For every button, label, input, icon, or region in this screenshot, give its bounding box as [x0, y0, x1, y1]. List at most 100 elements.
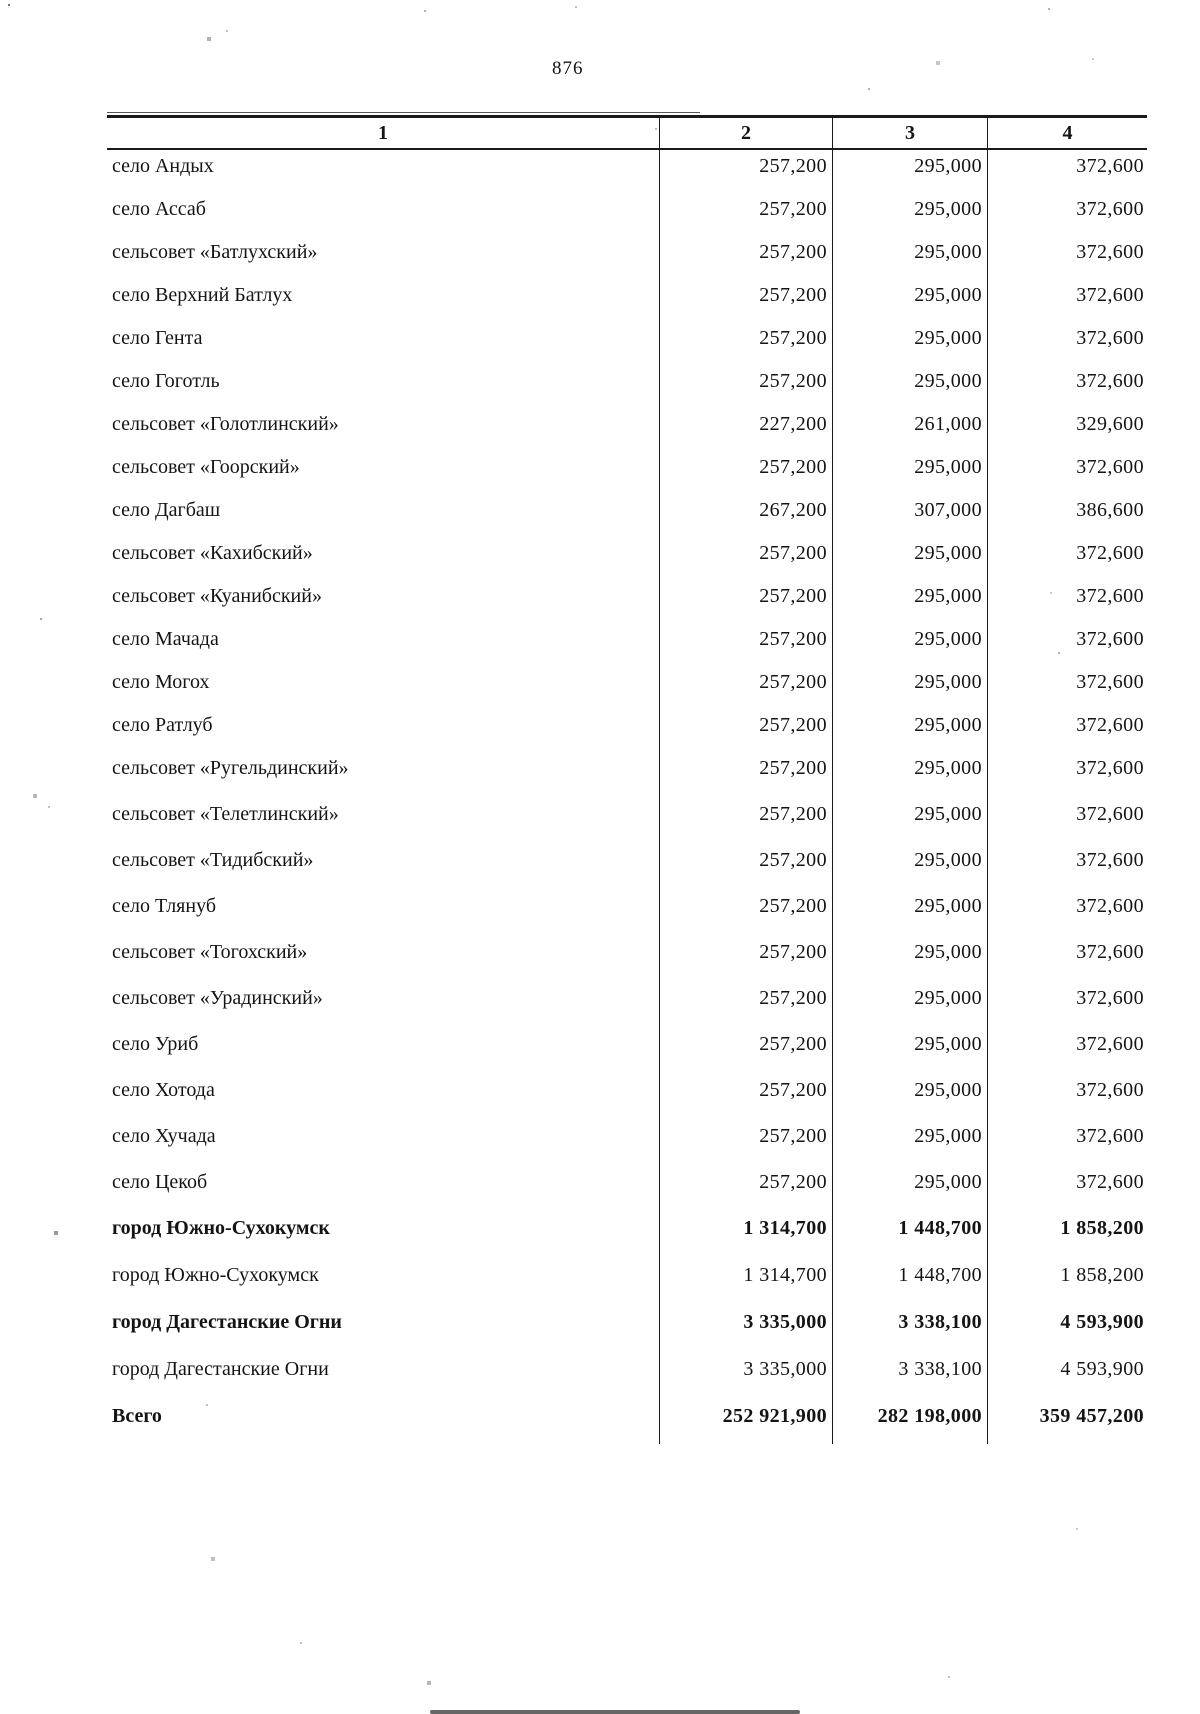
value-column-3: 295,000 — [833, 279, 988, 322]
value-column-4: 386,600 — [1076, 499, 1144, 521]
table-row: село Ассаб 257,200 295,000 372,600 — [107, 193, 1147, 236]
table-row: город Южно-Сухокумск 1 314,700 1 448,700… — [107, 1259, 1147, 1306]
value-column-3: 295,000 — [833, 982, 988, 1028]
table-row: село Хучада 257,200 295,000 372,600 — [107, 1120, 1147, 1166]
value-column-3: 295,000 — [833, 798, 988, 844]
row-label: сельсовет «Куанибский» — [107, 580, 660, 623]
value-column-4: 372,600 — [1076, 1079, 1144, 1101]
value-column-3: 295,000 — [833, 666, 988, 709]
row-label: сельсовет «Урадинский» — [107, 982, 660, 1028]
row-label: город Дагестанские Огни — [107, 1353, 660, 1400]
row-label: сельсовет «Тогохский» — [107, 936, 660, 982]
value-column-4: 372,600 — [1076, 987, 1144, 1009]
value-column-2: 257,200 — [660, 982, 833, 1028]
column-header-2: 2 — [660, 118, 833, 148]
value-column-3: 295,000 — [833, 752, 988, 798]
value-column-4: 372,600 — [1076, 585, 1144, 607]
row-label: село Гента — [107, 322, 660, 365]
table-row: город Дагестанские Огни 3 335,000 3 338,… — [107, 1306, 1147, 1353]
value-column-4: 372,600 — [1076, 1125, 1144, 1147]
value-column-2: 1 314,700 — [660, 1212, 833, 1259]
value-column-3: 3 338,100 — [833, 1353, 988, 1400]
value-column-4: 372,600 — [1076, 155, 1144, 177]
row-label: Всего — [107, 1400, 660, 1444]
value-column-4: 372,600 — [1076, 327, 1144, 349]
row-label: сельсовет «Ругельдинский» — [107, 752, 660, 798]
value-column-4: 372,600 — [1076, 456, 1144, 478]
table-row: сельсовет «Кахибский» 257,200 295,000 37… — [107, 537, 1147, 580]
value-column-2: 257,200 — [660, 666, 833, 709]
value-column-2: 257,200 — [660, 580, 833, 623]
value-column-4: 1 858,200 — [1060, 1217, 1144, 1239]
value-column-4: 4 593,900 — [1060, 1358, 1144, 1380]
value-column-4: 372,600 — [1076, 284, 1144, 306]
table-row: сельсовет «Батлухский» 257,200 295,000 3… — [107, 236, 1147, 279]
value-column-3: 261,000 — [833, 408, 988, 451]
table-row: село Дагбаш 267,200 307,000 386,600 — [107, 494, 1147, 537]
column-header-4: 4 — [1062, 121, 1073, 144]
table-row: сельсовет «Ругельдинский» 257,200 295,00… — [107, 752, 1147, 798]
value-column-2: 227,200 — [660, 408, 833, 451]
value-column-3: 295,000 — [833, 322, 988, 365]
value-column-3: 295,000 — [833, 1166, 988, 1212]
table-header-row: 1 2 3 4 — [107, 112, 1147, 150]
row-label: село Хучада — [107, 1120, 660, 1166]
table-row: город Южно-Сухокумск 1 314,700 1 448,700… — [107, 1212, 1147, 1259]
row-label: село Гоготль — [107, 365, 660, 408]
row-label: село Уриб — [107, 1028, 660, 1074]
value-column-2: 257,200 — [660, 1120, 833, 1166]
value-column-4: 359 457,200 — [1039, 1405, 1144, 1427]
value-column-3: 295,000 — [833, 844, 988, 890]
table-row: село Тлянуб 257,200 295,000 372,600 — [107, 890, 1147, 936]
row-label: село Хотода — [107, 1074, 660, 1120]
value-column-3: 295,000 — [833, 580, 988, 623]
value-column-4: 329,600 — [1076, 413, 1144, 435]
table-row: Всего 252 921,900 282 198,000 359 457,20… — [107, 1400, 1147, 1444]
value-column-4: 372,600 — [1076, 803, 1144, 825]
value-column-3: 295,000 — [833, 936, 988, 982]
value-column-3: 3 338,100 — [833, 1306, 988, 1353]
column-header-3: 3 — [833, 118, 988, 148]
scan-noise — [0, 0, 2, 2]
value-column-3: 295,000 — [833, 709, 988, 752]
column-header-1: 1 — [107, 118, 660, 148]
row-label: село Цекоб — [107, 1166, 660, 1212]
value-column-3: 295,000 — [833, 1028, 988, 1074]
table-row: сельсовет «Телетлинский» 257,200 295,000… — [107, 798, 1147, 844]
value-column-2: 257,200 — [660, 709, 833, 752]
row-label: село Мачада — [107, 623, 660, 666]
value-column-2: 257,200 — [660, 193, 833, 236]
value-column-2: 252 921,900 — [660, 1400, 833, 1444]
table-row: сельсовет «Куанибский» 257,200 295,000 3… — [107, 580, 1147, 623]
value-column-2: 257,200 — [660, 798, 833, 844]
value-column-4: 372,600 — [1076, 895, 1144, 917]
row-label: сельсовет «Тидибский» — [107, 844, 660, 890]
value-column-2: 257,200 — [660, 1074, 833, 1120]
value-column-4: 1 858,200 — [1060, 1264, 1144, 1286]
value-column-2: 257,200 — [660, 1166, 833, 1212]
value-column-4: 372,600 — [1076, 542, 1144, 564]
value-column-2: 257,200 — [660, 537, 833, 580]
value-column-2: 257,200 — [660, 1028, 833, 1074]
table-row: сельсовет «Тогохский» 257,200 295,000 37… — [107, 936, 1147, 982]
budget-table: 1 2 3 4 село Андых 257,200 295,000 372,6… — [107, 112, 1147, 1444]
table-row: село Андых 257,200 295,000 372,600 — [107, 150, 1147, 193]
row-label: город Южно-Сухокумск — [107, 1212, 660, 1259]
value-column-3: 295,000 — [833, 1120, 988, 1166]
value-column-2: 267,200 — [660, 494, 833, 537]
value-column-2: 257,200 — [660, 150, 833, 193]
value-column-2: 257,200 — [660, 322, 833, 365]
value-column-2: 257,200 — [660, 451, 833, 494]
table-body: село Андых 257,200 295,000 372,600 село … — [107, 150, 1147, 1444]
value-column-3: 295,000 — [833, 365, 988, 408]
value-column-2: 257,200 — [660, 236, 833, 279]
value-column-3: 282 198,000 — [833, 1400, 988, 1444]
value-column-2: 3 335,000 — [660, 1306, 833, 1353]
value-column-2: 257,200 — [660, 365, 833, 408]
row-label: город Дагестанские Огни — [107, 1306, 660, 1353]
value-column-4: 372,600 — [1076, 198, 1144, 220]
table-row: село Хотода 257,200 295,000 372,600 — [107, 1074, 1147, 1120]
value-column-2: 1 314,700 — [660, 1259, 833, 1306]
row-label: село Ассаб — [107, 193, 660, 236]
value-column-3: 307,000 — [833, 494, 988, 537]
